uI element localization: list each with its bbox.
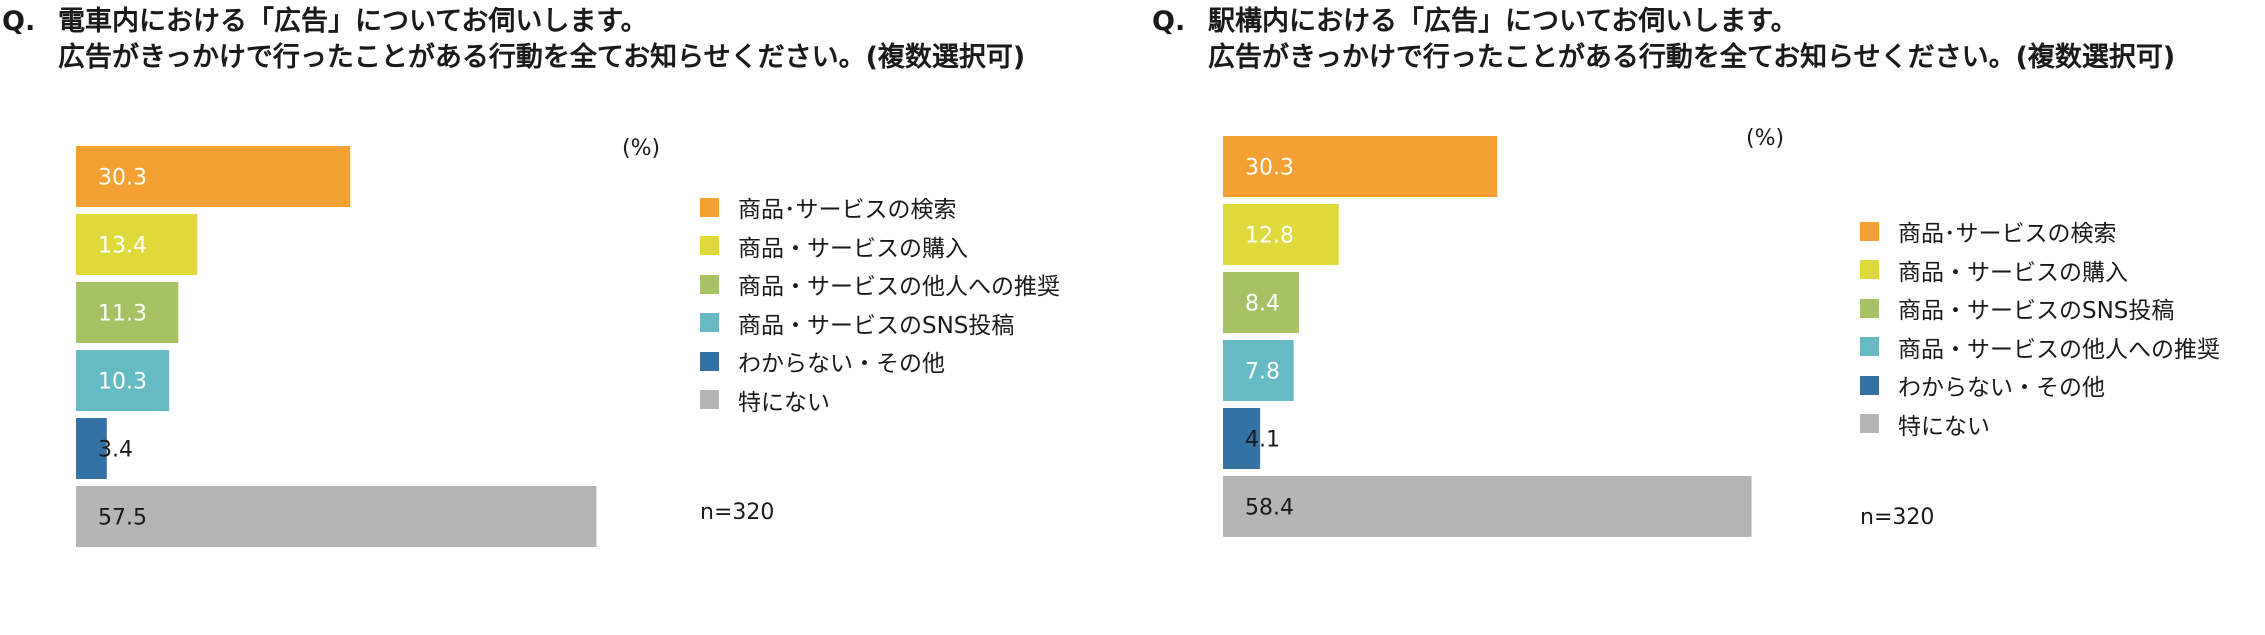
legend-label: 特にない xyxy=(738,389,830,416)
title-line-1: Q. 電車内における「広告」についてお伺いします。 xyxy=(2,4,1025,40)
bar-chart-train: 30.3 13.4 11.3 10.3 3.4 57.5 xyxy=(76,146,597,547)
legend-item: 商品・サービスの購入 xyxy=(1860,251,2220,290)
legend-item: 商品・サービスの購入 xyxy=(700,227,1060,266)
legend-item: 商品･サービスの検索 xyxy=(700,188,1060,227)
bar-value-label: 12.8 xyxy=(1245,224,1294,249)
question-prefix: Q. xyxy=(2,6,36,37)
bar-value-label: 10.3 xyxy=(98,370,147,395)
legend-label: わからない・その他 xyxy=(738,351,945,378)
bar-6 xyxy=(76,486,597,547)
unit-label: (%) xyxy=(622,136,661,161)
bar-value-label: 58.4 xyxy=(1245,496,1294,521)
legend-station: 商品･サービスの検索 商品・サービスの購入商品・サービスのSNS投稿商品・サービス… xyxy=(1860,212,2220,443)
bar-3 xyxy=(76,282,179,343)
legend-swatch xyxy=(1860,298,1879,318)
legend-swatch xyxy=(1860,337,1879,357)
question-prefix: Q. xyxy=(1152,6,1186,37)
bar-2 xyxy=(76,214,198,275)
legend-item: 商品･サービスの検索 xyxy=(1860,212,2220,251)
bar-chart-station: 30.3 12.8 8.4 7.8 4.1 58.4 xyxy=(1223,136,1752,537)
legend-label: 特にない xyxy=(1898,413,1990,440)
legend-label: 商品･サービスの検索 xyxy=(738,197,957,224)
legend-item: 特にない xyxy=(700,381,1060,420)
legend-label: 商品・サービスのSNS投稿 xyxy=(1898,298,2175,325)
legend-train: 商品･サービスの検索 商品・サービスの購入商品・サービスの他人への推奨 商品・サービ… xyxy=(700,188,1060,419)
bar-value-label: 30.3 xyxy=(1245,156,1294,181)
chart-panel-station: Q. 駅構内における「広告」についてお伺いします。 広告がきっかけで行ったことがあ… xyxy=(1150,0,2265,635)
bar-4 xyxy=(1223,340,1294,401)
title-line-1: Q. 駅構内における「広告」についてお伺いします。 xyxy=(1152,4,2175,40)
bar-value-label: 13.4 xyxy=(98,234,147,259)
legend-label: 商品・サービスのSNS投稿 xyxy=(738,312,1015,339)
legend-swatch xyxy=(1860,414,1879,434)
bar-5 xyxy=(76,418,107,479)
chart-title: Q. 電車内における「広告」についてお伺いします。 広告がきっかけで行ったことがあ… xyxy=(2,4,1025,76)
title-line-2: 広告がきっかけで行ったことがある行動を全てお知らせください。(複数選択可) xyxy=(1208,42,2176,73)
legend-swatch xyxy=(700,236,719,256)
sample-size: n=320 xyxy=(700,500,775,525)
bar-value-label: 57.5 xyxy=(98,506,147,531)
bar-2 xyxy=(1223,204,1339,265)
legend-label: わからない・その他 xyxy=(1898,375,2105,402)
legend-item: 商品・サービスの他人への推奨 xyxy=(700,265,1060,304)
legend-swatch xyxy=(700,274,719,294)
bar-value-label: 30.3 xyxy=(98,166,147,191)
legend-swatch xyxy=(700,390,719,410)
bar-3 xyxy=(1223,272,1299,333)
bar-value-label: 8.4 xyxy=(1245,292,1280,317)
bar-1 xyxy=(76,146,351,207)
legend-item: 特にない xyxy=(1860,405,2220,444)
legend-swatch xyxy=(700,351,719,371)
bar-1 xyxy=(1223,136,1498,197)
legend-item: わからない・その他 xyxy=(1860,366,2220,405)
legend-label: 商品･サービスの検索 xyxy=(1898,221,2117,248)
unit-label: (%) xyxy=(1746,126,1785,151)
legend-label: 商品・サービスの他人への推奨 xyxy=(738,274,1060,301)
legend-swatch xyxy=(700,197,719,217)
bar-value-label: 3.4 xyxy=(98,438,133,463)
legend-swatch xyxy=(700,313,719,333)
legend-label: 商品・サービスの購入 xyxy=(1898,259,2128,286)
bar-value-label: 7.8 xyxy=(1245,360,1280,385)
legend-item: 商品・サービスのSNS投稿 xyxy=(1860,289,2220,328)
bar-value-label: 11.3 xyxy=(98,302,147,327)
legend-swatch xyxy=(1860,260,1879,280)
legend-swatch xyxy=(1860,221,1879,241)
legend-swatch xyxy=(1860,375,1879,395)
legend-item: 商品・サービスのSNS投稿 xyxy=(700,304,1060,343)
legend-item: わからない・その他 xyxy=(700,342,1060,381)
bar-5 xyxy=(1223,408,1261,469)
legend-label: 商品・サービスの購入 xyxy=(738,235,968,262)
bar-4 xyxy=(76,350,170,411)
legend-item: 商品・サービスの他人への推奨 xyxy=(1860,328,2220,367)
title-line-2: 広告がきっかけで行ったことがある行動を全てお知らせください。(複数選択可) xyxy=(58,42,1026,73)
chart-panel-train: Q. 電車内における「広告」についてお伺いします。 広告がきっかけで行ったことがあ… xyxy=(2,4,1060,547)
chart-title: Q. 駅構内における「広告」についてお伺いします。 広告がきっかけで行ったことがあ… xyxy=(1152,4,2175,76)
bar-value-label: 4.1 xyxy=(1245,428,1280,453)
legend-label: 商品・サービスの他人への推奨 xyxy=(1898,336,2220,363)
sample-size: n=320 xyxy=(1860,505,1935,530)
bar-6 xyxy=(1223,476,1752,537)
